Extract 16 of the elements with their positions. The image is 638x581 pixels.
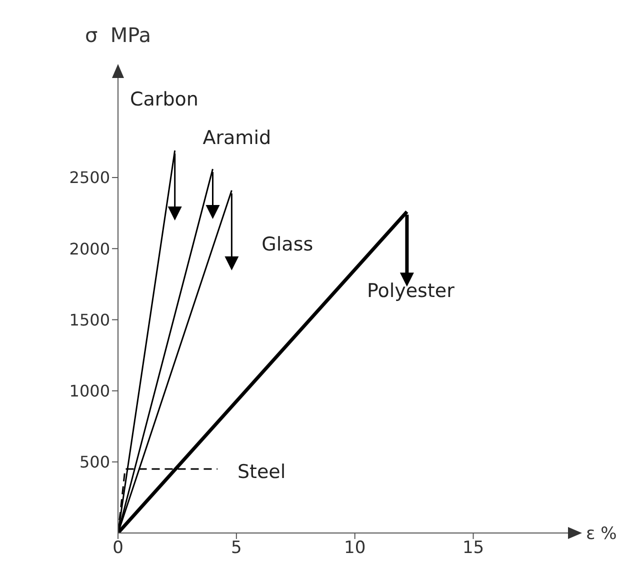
text: Carbon bbox=[130, 88, 198, 111]
series-label: Aramid bbox=[202, 127, 272, 150]
legend-label: Polyester bbox=[366, 280, 455, 302]
x-tick-label: 10 bbox=[344, 538, 366, 558]
x-axis-title: ε % bbox=[586, 524, 617, 544]
x-tick-label: 0 bbox=[112, 538, 124, 558]
x-tick-label: 5 bbox=[231, 538, 242, 558]
y-axis-title: σ MPa bbox=[84, 23, 152, 47]
x-tick-label: 15 bbox=[462, 538, 484, 558]
text: Glass bbox=[262, 234, 314, 256]
y-tick-label: 2000 bbox=[69, 239, 110, 258]
y-tick-label: 1500 bbox=[69, 310, 110, 330]
y-tick-label: 1000 bbox=[69, 381, 110, 400]
y-tick-label: 2500 bbox=[69, 168, 110, 188]
y-tick-label: 500 bbox=[79, 452, 110, 472]
series-label: Steel bbox=[237, 461, 286, 484]
